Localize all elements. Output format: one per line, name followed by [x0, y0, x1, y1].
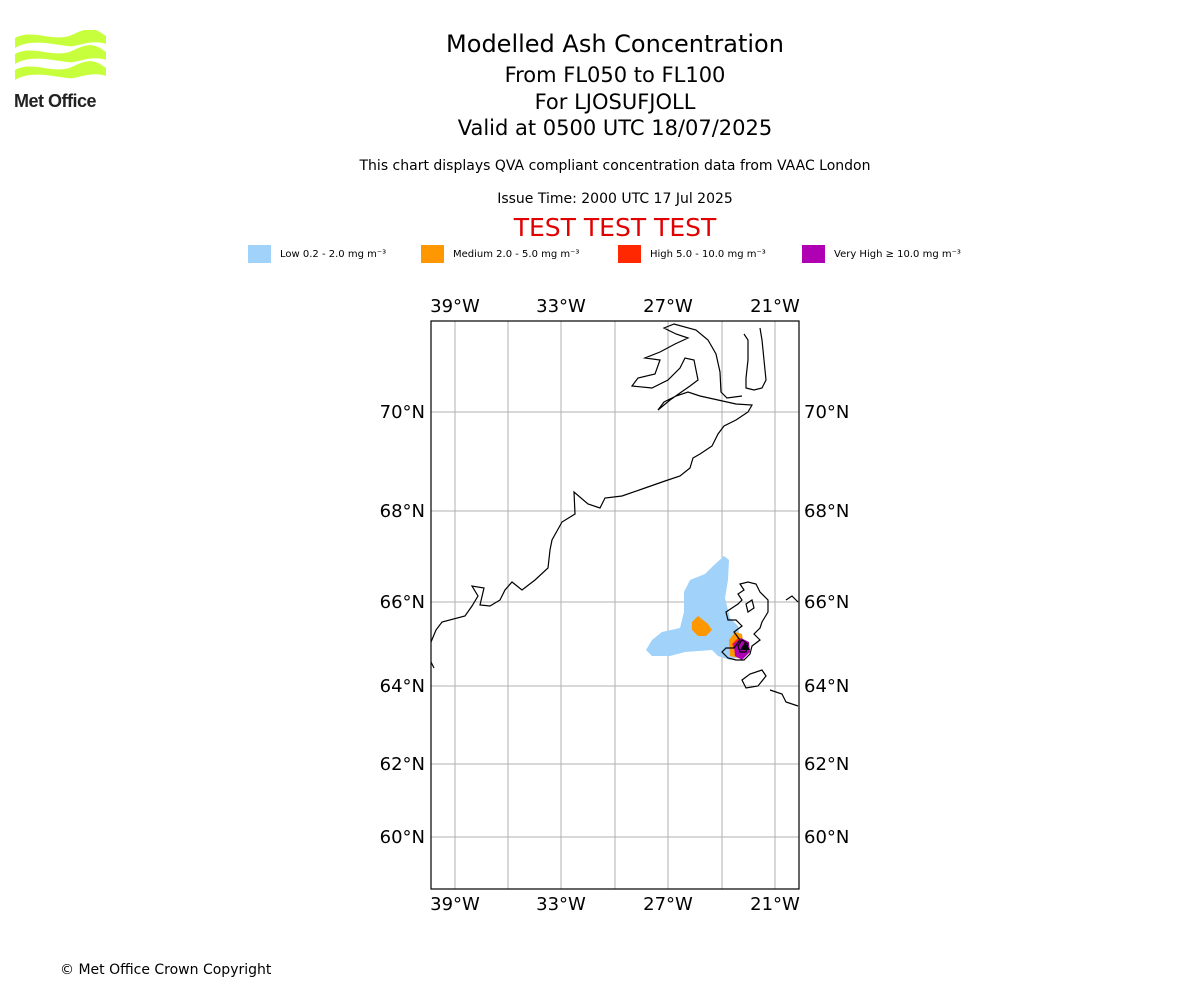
legend-swatch-medium [421, 245, 444, 263]
legend-label-high: High 5.0 - 10.0 mg m⁻³ [650, 248, 766, 260]
lat-tick-right-66: 66°N [804, 592, 849, 613]
lon-tick-bottom-4: 21°W [750, 894, 800, 915]
lon-tick-bottom-1: 39°W [430, 894, 480, 915]
lon-tick-bottom-2: 33°W [536, 894, 586, 915]
legend-label-very-high: Very High ≥ 10.0 mg m⁻³ [834, 248, 961, 260]
volcano-name: For LJOSUFJOLL [534, 90, 696, 114]
map-frame [430, 320, 800, 890]
ash-low-region [646, 556, 742, 660]
lat-tick-right-68: 68°N [804, 501, 849, 522]
logo-text: Met Office [14, 91, 97, 111]
legend-label-low: Low 0.2 - 2.0 mg m⁻³ [280, 248, 387, 260]
lat-tick-left-60: 60°N [380, 827, 425, 848]
lon-tick-top-3: 27°W [643, 296, 693, 317]
lon-tick-top-1: 39°W [430, 296, 480, 317]
lon-tick-top-4: 21°W [750, 296, 800, 317]
legend-swatch-low [248, 245, 271, 263]
qva-note: This chart displays QVA compliant concen… [359, 158, 871, 174]
lat-tick-left-66: 66°N [380, 592, 425, 613]
lon-tick-bottom-3: 27°W [643, 894, 693, 915]
legend-item-low: Low 0.2 - 2.0 mg m⁻³ [248, 244, 386, 264]
issue-time: Issue Time: 2000 UTC 17 Jul 2025 [497, 191, 733, 207]
test-banner: TEST TEST TEST [513, 213, 717, 242]
legend-label-medium: Medium 2.0 - 5.0 mg m⁻³ [453, 248, 580, 260]
lat-tick-left-70: 70°N [380, 402, 425, 423]
legend-item-high: High 5.0 - 10.0 mg m⁻³ [618, 244, 766, 264]
lat-tick-left-62: 62°N [380, 754, 425, 775]
lat-tick-right-64: 64°N [804, 676, 849, 697]
map-gridlines [431, 321, 799, 889]
volcano-marker [740, 642, 750, 650]
legend-item-medium: Medium 2.0 - 5.0 mg m⁻³ [421, 244, 579, 264]
coastlines [430, 323, 799, 707]
valid-time: Valid at 0500 UTC 18/07/2025 [457, 116, 773, 140]
legend-item-very-high: Very High ≥ 10.0 mg m⁻³ [802, 244, 961, 264]
lat-tick-left-68: 68°N [380, 501, 425, 522]
met-office-logo [15, 30, 106, 80]
lat-tick-left-64: 64°N [380, 676, 425, 697]
lat-tick-right-62: 62°N [804, 754, 849, 775]
lat-tick-right-70: 70°N [804, 402, 849, 423]
legend-swatch-high [618, 245, 641, 263]
chart-title: Modelled Ash Concentration [446, 30, 784, 58]
lon-tick-top-2: 33°W [536, 296, 586, 317]
copyright: © Met Office Crown Copyright [60, 962, 272, 978]
legend-swatch-very-high [802, 245, 825, 263]
flight-level-range: From FL050 to FL100 [504, 63, 726, 87]
ash-medium-region [692, 616, 712, 636]
lat-tick-right-60: 60°N [804, 827, 849, 848]
